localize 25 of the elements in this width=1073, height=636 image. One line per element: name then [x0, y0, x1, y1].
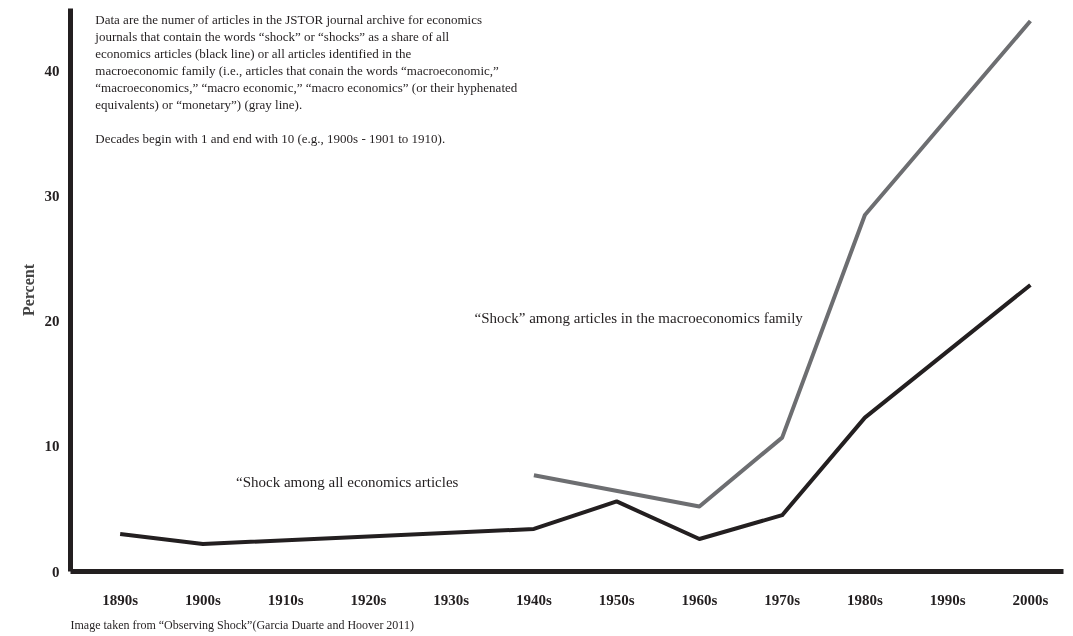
x-tick-label: 2000s	[1012, 591, 1049, 608]
x-tick-label: 1920s	[350, 591, 387, 608]
x-tick-label: 1890s	[102, 591, 139, 608]
annotation: Data are the numer of articles in the JSTOR journal archive for economics journals that contain the words “shock” or “shocks” as a share of all economics articles (black line) or all articles identified in the macroeconomic family (i.e., articles that conain the words “macroeconomic,” “macroeconomics,” “macro economic,” “macro economics” (or their hyphenated equivalents) or “monetary”) (gray line).	[94, 11, 518, 112]
y-tick-label: 30	[44, 188, 60, 205]
x-tick-label: 1960s	[681, 591, 718, 608]
annotation: Decades begin with 1 and end with 10 (e.g., 1900s - 1901 to 1910).	[95, 130, 446, 146]
x-tick-label: 1970s	[764, 591, 801, 608]
x-tick-label: 1990s	[929, 591, 966, 608]
x-tick-label: 1910s	[267, 591, 304, 608]
y-axis-title: Percent	[19, 263, 37, 317]
text: “Shock among all economics articles	[236, 474, 459, 491]
x-tick-label: 1940s	[515, 591, 552, 608]
y-tick-label: 20	[44, 313, 60, 330]
text: Image taken from “Observing Shock”(Garcia Duarte and Hoover 2011)	[70, 617, 414, 632]
y-tick-label: 40	[44, 63, 60, 80]
x-tick-label: 1900s	[184, 591, 221, 608]
x-tick-label: 1950s	[598, 591, 635, 608]
series-label: “Shock” among articles in the macroeconomics family	[474, 309, 804, 326]
x-tick-label: 1930s	[433, 591, 470, 608]
y-tick-label: 0	[52, 563, 60, 580]
line-series	[531, 19, 1033, 509]
x-tick-label: 1980s	[846, 591, 883, 608]
line-series	[118, 283, 1033, 546]
y-tick-label: 10	[44, 438, 60, 455]
